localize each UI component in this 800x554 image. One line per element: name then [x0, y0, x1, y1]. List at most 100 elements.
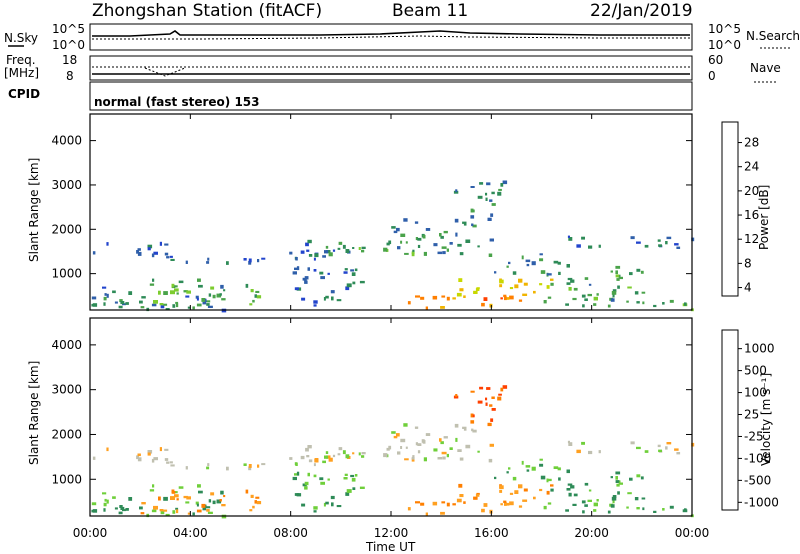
- power-cell: [393, 230, 398, 234]
- power-cell: [662, 302, 665, 305]
- velocity-cell: [141, 502, 146, 505]
- power-cell: [103, 302, 106, 306]
- velocity-cell: [163, 509, 168, 512]
- date-label: 22/Jan/2019: [590, 1, 693, 21]
- power-cell: [588, 245, 593, 249]
- velocity-cell: [103, 502, 107, 507]
- velocity-cell: [248, 466, 252, 471]
- velocity-cell: [314, 458, 319, 463]
- power-cell: [196, 303, 202, 307]
- power-cell: [137, 248, 141, 251]
- power-cell: [206, 300, 211, 303]
- power-cell: [472, 209, 475, 213]
- power-cell: [657, 239, 661, 242]
- power-cell: [313, 300, 318, 304]
- velocity-cell: [104, 498, 107, 502]
- velocity-cell: [139, 506, 143, 510]
- time-axis-title: Time UT: [365, 540, 416, 554]
- power-cell: [294, 287, 299, 291]
- power-cell: [304, 276, 309, 280]
- velocity-cell: [300, 455, 305, 460]
- power-cell: [441, 295, 446, 298]
- power-cell: [414, 221, 419, 224]
- velocity-cell: [607, 510, 611, 514]
- power-cell: [432, 295, 438, 300]
- power-cell: [567, 235, 570, 238]
- power-cell: [470, 215, 475, 219]
- freq-tick-left-top: 18: [62, 53, 77, 67]
- velocity-cell: [128, 497, 133, 501]
- velocity-cell: [330, 495, 335, 500]
- velocity-cell: [325, 451, 329, 454]
- velocity-cell: [588, 489, 592, 492]
- velocity-cell: [414, 426, 419, 429]
- power-cell: [249, 303, 253, 306]
- colorbar-tick-label: 28: [744, 136, 759, 150]
- power-cell: [558, 271, 561, 275]
- power-cell: [598, 244, 601, 248]
- velocity-cell: [196, 509, 202, 513]
- velocity-cell: [351, 477, 356, 482]
- velocity-cell: [175, 507, 179, 510]
- velocity-cell: [295, 462, 298, 466]
- velocity-cell: [304, 486, 308, 490]
- power-cell: [338, 241, 343, 245]
- cpid-label: CPID: [8, 87, 40, 101]
- velocity-cell: [576, 449, 581, 454]
- velocity-cell: [491, 396, 495, 399]
- velocity-cell: [479, 386, 484, 390]
- power-cell: [439, 233, 442, 237]
- power-cell: [533, 290, 536, 294]
- noise-tick-left-bottom: 10^0: [52, 38, 85, 52]
- power-cell: [481, 302, 485, 307]
- velocity-cell: [565, 509, 569, 512]
- power-cell: [345, 249, 350, 253]
- power-cell: [119, 299, 123, 303]
- velocity-cell: [471, 428, 474, 432]
- velocity-cell: [207, 511, 213, 514]
- power-cell: [442, 251, 446, 255]
- velocity-cell: [684, 508, 687, 512]
- power-cell: [170, 258, 175, 261]
- velocity-cell: [485, 402, 488, 406]
- power-cell: [425, 228, 431, 231]
- power-cell: [684, 302, 687, 306]
- velocity-cell: [425, 512, 428, 516]
- power-cell: [301, 297, 306, 301]
- y-tick-label: 2000: [51, 222, 82, 236]
- power-cell: [175, 303, 179, 308]
- power-cell: [172, 304, 176, 308]
- power-cell: [175, 301, 179, 304]
- freq-strip: Freq. [MHz] 18 8 60 0 Nave: [4, 53, 781, 83]
- power-cell: [491, 203, 496, 206]
- velocity-cell: [92, 509, 98, 513]
- velocity-cell: [106, 447, 109, 452]
- velocity-cell: [337, 453, 341, 456]
- velocity-cell: [164, 448, 169, 451]
- velocity-cell: [359, 486, 365, 489]
- power-cell: [658, 244, 662, 247]
- y-tick-label: 3000: [51, 383, 82, 397]
- beam-label: Beam 11: [392, 1, 468, 21]
- velocity-cell: [153, 505, 158, 510]
- power-cell: [327, 272, 330, 275]
- power-cell: [539, 253, 543, 256]
- power-cell: [611, 291, 617, 295]
- velocity-cell: [581, 500, 586, 504]
- power-cell: [252, 299, 255, 303]
- velocity-cell: [292, 476, 297, 481]
- velocity-cell: [499, 485, 504, 490]
- power-cell: [261, 257, 266, 260]
- power-cell: [612, 289, 617, 293]
- velocity-cell: [657, 444, 661, 448]
- velocity-cell: [140, 512, 145, 515]
- velocity-cell: [636, 507, 640, 510]
- velocity-cell: [489, 404, 493, 407]
- power-cell: [420, 296, 425, 300]
- power-cell: [400, 240, 403, 244]
- velocity-cell: [415, 442, 418, 446]
- power-cell: [512, 271, 517, 275]
- y-tick-label: 4000: [51, 338, 82, 352]
- power-cell: [151, 253, 155, 258]
- velocity-cell: [630, 441, 635, 445]
